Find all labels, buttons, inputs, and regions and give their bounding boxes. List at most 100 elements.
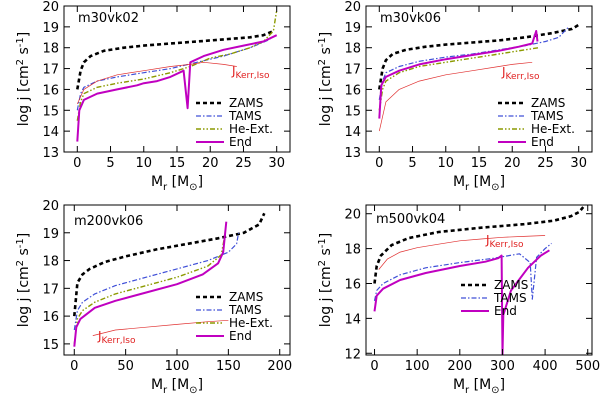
x-axis-label: Mr [M⊙] <box>453 377 505 396</box>
y-tick-label: 17 <box>42 63 59 78</box>
jkerr-iso-annotation: JKerr,Iso <box>97 329 136 346</box>
x-tick-label: 0 <box>70 359 78 374</box>
series-zams-line <box>373 205 585 284</box>
x-tick-label: 100 <box>405 359 430 374</box>
x-tick-label: 500 <box>575 359 600 374</box>
y-tick-label: 14 <box>344 125 361 140</box>
x-tick-label: 400 <box>533 359 558 374</box>
series-j-kerr-iso-line <box>378 61 533 132</box>
y-tick-label: 19 <box>42 21 59 36</box>
series-group <box>76 10 278 142</box>
legend-label-he-ext: He-Ext. <box>229 316 273 330</box>
y-tick-label: 18 <box>42 255 59 270</box>
x-tick-label: 10 <box>135 156 152 171</box>
y-tick-label: 15 <box>42 338 59 353</box>
x-tick-label: 25 <box>537 156 554 171</box>
series-zams-line <box>378 23 580 90</box>
y-axis-label: log j [cm2 s-1] <box>317 233 334 328</box>
x-tick-label: 5 <box>408 156 416 171</box>
series-tams-line <box>373 242 552 302</box>
legend-label-tams: TAMS <box>530 109 564 123</box>
y-tick-label: 20 <box>344 208 361 223</box>
y-tick-label: 16 <box>42 83 59 98</box>
plot-frame <box>365 204 593 356</box>
panel-title: m500vk04 <box>376 212 445 227</box>
legend-label-zams: ZAMS <box>229 96 263 110</box>
x-tick-label: 15 <box>471 156 488 171</box>
x-tick-label: 5 <box>106 156 114 171</box>
x-tick-label: 0 <box>73 156 81 171</box>
x-tick-label: 0 <box>370 359 378 374</box>
legend-label-end: End <box>229 135 252 149</box>
y-axis-label: log j [cm2 s-1] <box>317 32 334 127</box>
series-end-line <box>76 34 278 142</box>
y-tick-label: 13 <box>344 146 361 161</box>
x-tick-label: 10 <box>437 156 454 171</box>
legend-label-end: End <box>494 304 517 318</box>
series-tams-line <box>76 38 271 111</box>
legend-label-he-ext: He-Ext. <box>531 122 575 136</box>
x-tick-label: 200 <box>447 359 472 374</box>
series-end-line <box>378 30 539 119</box>
y-tick-label: 15 <box>42 104 59 119</box>
x-axis-label: Mr [M⊙] <box>453 174 505 193</box>
x-tick-label: 0 <box>375 156 383 171</box>
series-tams-line <box>378 26 570 101</box>
legend-label-end: End <box>229 329 252 343</box>
panel-m200vk06: 0 50 100 150 200 15 16 17 18 19 20 m200vk06 Mr [M⊙] l… <box>15 199 292 396</box>
y-tick-label: 19 <box>344 21 361 36</box>
x-tick-label: 50 <box>117 359 134 374</box>
series-he-ext-line <box>378 47 539 111</box>
x-tick-label: 300 <box>490 359 515 374</box>
series-zams-line <box>73 212 266 317</box>
jkerr-iso-annotation: JKerr,Iso <box>501 65 540 82</box>
y-tick-label: 13 <box>42 146 59 161</box>
legend-label-end: End <box>531 135 554 149</box>
series-end-line <box>73 221 228 347</box>
series-group <box>373 205 585 355</box>
legend-label-zams: ZAMS <box>531 96 565 110</box>
y-tick-label: 18 <box>344 243 361 258</box>
y-tick-label: 16 <box>42 310 59 325</box>
x-tick-label: 100 <box>165 359 190 374</box>
x-tick-label: 20 <box>504 156 521 171</box>
x-tick-label: 20 <box>202 156 219 171</box>
panel-m500vk04: 0 100 200 300 400 500 12 14 16 18 20 m500vk04 Mr [M⊙… <box>317 204 600 396</box>
y-tick-label: 14 <box>344 312 361 327</box>
y-tick-label: 19 <box>42 227 59 242</box>
x-tick-label: 15 <box>169 156 186 171</box>
legend-label-zams: ZAMS <box>229 290 263 304</box>
y-tick-label: 20 <box>42 0 59 15</box>
y-tick-label: 17 <box>42 282 59 297</box>
jkerr-iso-annotation: JKerr,Iso <box>231 64 270 81</box>
series-end-line <box>373 249 550 355</box>
y-tick-label: 18 <box>344 42 361 57</box>
legend-label-tams: TAMS <box>228 303 262 317</box>
series-j-kerr-iso-line <box>76 61 237 105</box>
series-j-kerr-iso-line <box>92 319 229 336</box>
y-tick-label: 14 <box>42 125 59 140</box>
x-tick-label: 30 <box>570 156 587 171</box>
legend-label-tams: TAMS <box>493 291 527 305</box>
series-he-ext-line <box>73 232 226 344</box>
panel-title: m200vk06 <box>74 214 143 229</box>
panel-title: m30vk06 <box>380 11 441 26</box>
y-tick-label: 16 <box>344 83 361 98</box>
y-tick-label: 16 <box>344 277 361 292</box>
series-zams-line <box>76 29 274 90</box>
legend-label-zams: ZAMS <box>494 278 528 292</box>
panel-m30vk02: 0 5 10 15 20 25 30 13 14 15 16 17 18 19 20 m30vk02 Mr [M… <box>15 0 291 193</box>
jkerr-iso-annotation: JKerr,Iso <box>485 233 524 250</box>
y-axis-label: log j [cm2 s-1] <box>15 233 32 328</box>
y-axis-label: log j [cm2 s-1] <box>15 32 32 127</box>
x-axis-label: Mr [M⊙] <box>151 377 203 396</box>
series-tams-line <box>73 232 240 331</box>
x-axis-label: Mr [M⊙] <box>151 174 203 193</box>
y-tick-label: 20 <box>42 199 59 214</box>
y-tick-label: 20 <box>344 0 361 15</box>
